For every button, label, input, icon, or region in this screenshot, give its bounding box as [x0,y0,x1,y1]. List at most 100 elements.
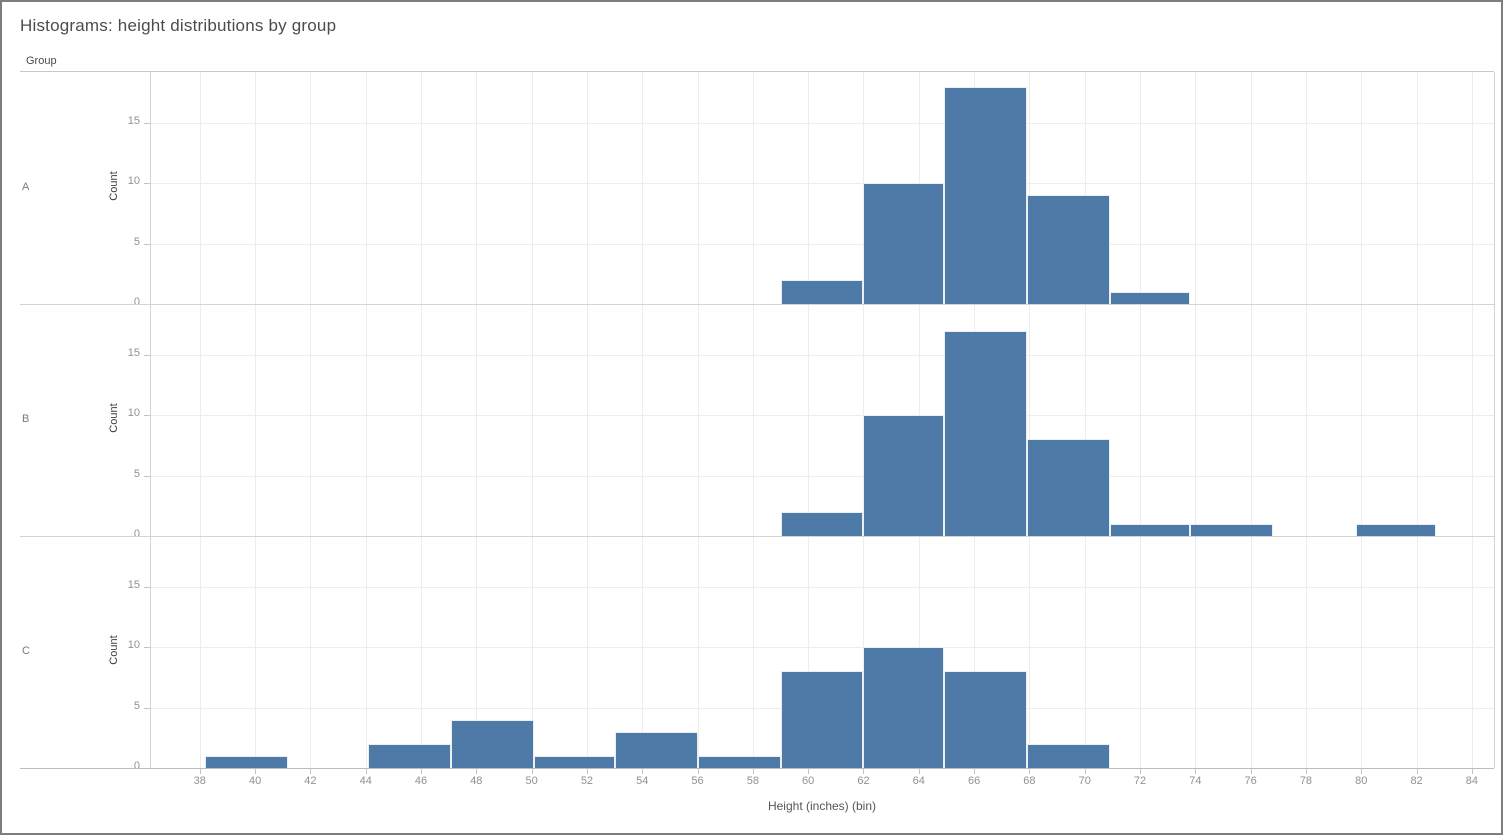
y-axis-line [150,72,151,768]
y-tick-label: 0 [133,296,140,308]
histogram-bar[interactable] [1026,439,1110,536]
y-tick-mark [144,586,150,588]
x-tick-label: 70 [1078,775,1091,787]
x-tick-mark [918,769,920,774]
y-gridline [150,475,1494,477]
x-gridline [1361,72,1363,768]
x-tick-mark [531,769,533,774]
y-tick-label: 15 [127,578,140,591]
y-axis-title: Count [108,171,120,201]
x-gridline [1416,72,1418,768]
x-tick-label: 82 [1410,775,1423,787]
y-tick-mark [144,415,150,417]
y-tick-mark [144,647,150,649]
x-tick-mark [476,769,478,774]
x-gridline [476,72,478,768]
y-tick-mark [144,354,150,356]
x-tick-label: 64 [912,775,925,787]
histogram-bar[interactable] [863,647,944,768]
histogram-bar[interactable] [534,755,615,768]
x-tick-label: 58 [746,775,759,787]
x-gridline [642,72,644,768]
y-tick-label: 5 [133,235,140,248]
x-tick-label: 46 [414,775,428,787]
histogram-bar[interactable] [451,719,535,768]
x-axis-title: Height (inches) (bin) [767,799,877,813]
histogram-bar[interactable] [1109,291,1190,304]
histogram-bar[interactable] [780,279,864,304]
x-tick-mark [1361,769,1363,774]
x-tick-label: 60 [802,775,815,787]
y-tick-label: 15 [127,346,140,359]
y-axis-title: Count [108,635,120,665]
x-tick-label: 76 [1244,775,1257,787]
histogram-bar[interactable] [614,731,698,768]
histogram-bar[interactable] [697,755,781,768]
x-tick-mark [365,769,367,774]
histogram-bar[interactable] [1109,523,1190,536]
row-separator-line [20,304,1494,305]
x-gridline [808,72,810,768]
x-tick-label: 44 [359,775,372,787]
x-tick-mark [1140,769,1142,774]
x-gridline [1471,72,1473,768]
y-tick-label: 15 [127,114,140,127]
y-tick-label: 5 [133,699,140,712]
x-tick-mark [421,769,422,774]
histogram-bar[interactable] [943,86,1027,304]
histogram-bar[interactable] [1355,523,1436,536]
y-gridline [150,354,1494,356]
y-gridline [150,586,1494,588]
y-gridline [150,183,1494,185]
y-gridline [150,647,1494,649]
x-tick-label: 78 [1299,775,1313,787]
x-tick-mark [255,769,257,774]
histogram-bar[interactable] [863,415,944,536]
x-tick-label: 42 [304,775,317,787]
x-tick-label: 52 [580,775,594,787]
x-tick-label: 74 [1189,775,1202,787]
x-gridline [421,72,422,768]
y-tick-label: 0 [133,528,140,540]
x-tick-mark [642,769,644,774]
x-tick-label: 80 [1355,775,1368,787]
x-tick-label: 50 [525,775,538,787]
x-gridline [199,72,201,768]
histogram-bar[interactable] [943,671,1027,768]
y-tick-mark [144,122,150,124]
y-tick-mark [144,183,150,185]
x-tick-mark [1416,769,1418,774]
x-gridline [310,72,312,768]
x-tick-mark [1084,769,1086,774]
y-tick-label: 10 [127,639,140,652]
x-gridline [1140,72,1142,768]
x-tick-label: 62 [857,775,870,787]
histogram-bar[interactable] [1026,743,1110,768]
y-gridline [150,415,1494,417]
x-tick-mark [1029,769,1031,774]
histogram-bar[interactable] [780,671,864,768]
histogram-bar[interactable] [1026,195,1110,304]
x-tick-mark [974,769,976,774]
x-gridline [1029,72,1031,768]
x-gridline [1250,72,1252,768]
histogram-bar[interactable] [943,330,1027,536]
x-gridline [752,72,754,768]
histogram-bar[interactable] [1189,523,1273,536]
x-tick-label: 56 [691,775,704,787]
x-tick-label: 68 [1023,775,1036,787]
histogram-bar[interactable] [863,183,944,304]
x-gridline [255,72,257,768]
histogram-bar[interactable] [368,743,452,768]
histogram-bar[interactable] [205,755,289,768]
histogram-bar[interactable] [780,511,864,536]
x-tick-mark [752,769,754,774]
page-title: Histograms: height distributions by grou… [20,16,337,35]
x-tick-label: 38 [193,775,206,787]
facet-column-header: Group [26,55,57,67]
x-tick-mark [199,769,201,774]
x-tick-mark [863,769,865,774]
row-separator-line [20,536,1494,537]
